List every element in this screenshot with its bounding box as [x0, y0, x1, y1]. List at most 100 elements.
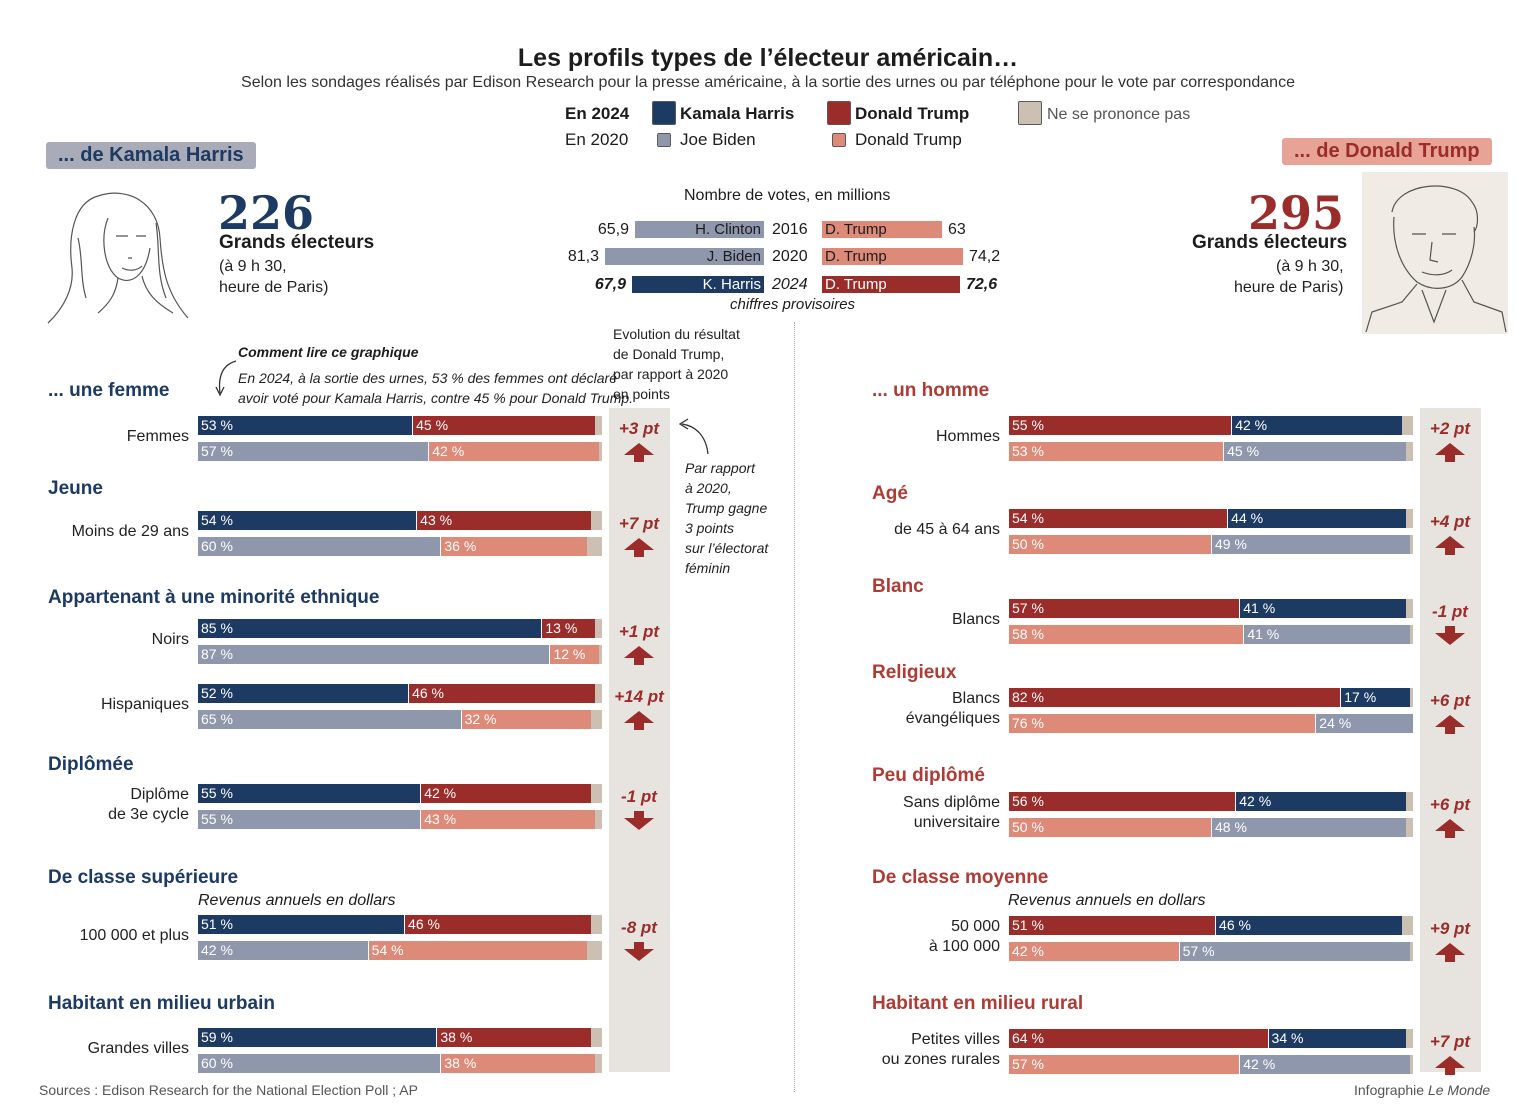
bar-segment: 51 %: [1009, 916, 1216, 935]
arrow-down-stem: [634, 942, 644, 949]
bar-value: 57 %: [1012, 1056, 1044, 1072]
section-title: De classe supérieure: [48, 867, 239, 888]
votes-rep-bar: D. Trump: [822, 221, 942, 238]
credit-name: Le Monde: [1427, 1082, 1491, 1098]
harris-portrait-icon: [47, 192, 189, 324]
legend-undecided: Ne se prononce pas: [1047, 106, 1191, 123]
bar-segment: 42 %: [1231, 416, 1402, 435]
legend-trump-2020: Donald Trump: [855, 130, 962, 149]
arrow-up-icon: [1435, 819, 1465, 831]
row-label-line: de 3e cycle: [108, 806, 189, 823]
arrow-up-stem: [1445, 548, 1455, 555]
bar-value: 32 %: [464, 711, 497, 727]
row-label-line: Blancs: [951, 690, 1000, 707]
row-label-line: Sans diplôme: [903, 794, 1000, 811]
bar-2024: 82 % 17 %: [1008, 687, 1414, 708]
bar-2020: 42 % 57 %: [1008, 941, 1414, 962]
bar-segment: 41 %: [1243, 625, 1410, 644]
bar-value: 48 %: [1215, 819, 1247, 835]
votes-year: 2024: [772, 276, 808, 293]
bar-2020: 87 % 12 %: [197, 644, 603, 665]
delta-value: +7 pt: [1429, 1032, 1471, 1051]
bar-value: 45 %: [1227, 443, 1260, 459]
annotation-line6: féminin: [685, 560, 731, 576]
bar-segment: 50 %: [1009, 535, 1211, 554]
bar-segment: 24 %: [1315, 714, 1413, 733]
bar-value: 42 %: [432, 443, 465, 459]
bar-value: 55 %: [1012, 417, 1044, 433]
bar-segment: 60 %: [198, 537, 441, 556]
legend-year-2020: En 2020: [565, 130, 629, 149]
bar-value: 42 %: [1235, 417, 1268, 433]
row-label: 50 000 à 100 000: [780, 917, 1000, 957]
arrow-up-icon: [1435, 536, 1465, 548]
bar-value: 24 %: [1319, 715, 1352, 731]
section-title: ... une femme: [48, 380, 170, 401]
bar-segment: 41 %: [1239, 599, 1406, 618]
arrow-up-icon: [624, 443, 654, 455]
section-title: Blanc: [872, 576, 924, 597]
source: Sources : Edison Research for the Nation…: [39, 1082, 418, 1098]
annotation-line5: sur l’électorat: [685, 540, 769, 556]
votes-dem-value: 65,9: [597, 221, 629, 238]
bar-segment: 46 %: [404, 915, 591, 934]
bar-2020: 50 % 49 %: [1008, 534, 1414, 555]
bar-2020: 58 % 41 %: [1008, 624, 1414, 645]
harris-electors-label: Grands électeurs: [219, 232, 375, 253]
bar-value: 55 %: [201, 785, 233, 801]
income-label-right: Revenus annuels en dollars: [1008, 892, 1206, 909]
bar-value: 59 %: [201, 1029, 233, 1045]
arrow-down-icon: [624, 818, 654, 830]
bar-segment: 42 %: [1239, 1055, 1410, 1074]
income-label-left: Revenus annuels en dollars: [198, 892, 396, 909]
trump-portrait-icon: [1362, 172, 1508, 334]
evolution-line1: Evolution du résultat: [613, 326, 740, 342]
howto-title: Comment lire ce graphique: [238, 344, 419, 360]
evolution-label: Evolution du résultat de Donald Trump, p…: [613, 324, 740, 404]
bar-value: 51 %: [1012, 917, 1044, 933]
bar-value: 50 %: [1012, 536, 1044, 552]
bar-segment: 59 %: [198, 1028, 437, 1047]
bar-2024: 64 % 34 %: [1008, 1028, 1414, 1049]
delta-value: +3 pt: [618, 419, 660, 438]
bar-segment: 42 %: [428, 442, 599, 461]
bar-segment: 54 %: [1009, 509, 1228, 528]
delta-value: -1 pt: [1432, 602, 1468, 621]
bar-segment: 55 %: [198, 810, 421, 829]
row-label-line: Petites villes: [911, 1031, 1000, 1048]
section-title: Jeune: [48, 478, 103, 499]
bar-value: 76 %: [1012, 715, 1044, 731]
bar-value: 46 %: [408, 916, 440, 932]
bar-segment: 58 %: [1009, 625, 1244, 644]
bar-segment: 60 %: [198, 1054, 441, 1073]
bar-2024: 54 % 44 %: [1008, 508, 1414, 529]
row-label: Blancs: [951, 611, 1000, 628]
votes-footnote: chiffres provisoires: [730, 296, 856, 313]
arrow-up-icon: [1435, 715, 1465, 727]
bar-2020: 60 % 36 %: [197, 536, 603, 557]
bar-value: 55 %: [201, 811, 233, 827]
delta-value: -1 pt: [621, 787, 657, 806]
votes-rep-bar: D. Trump: [822, 276, 960, 293]
delta-value: +4 pt: [1429, 512, 1471, 531]
bar-value: 50 %: [1012, 819, 1044, 835]
votes-rep-name: D. Trump: [825, 221, 887, 238]
bar-value: 42 %: [424, 785, 457, 801]
bar-value: 57 %: [1182, 943, 1215, 959]
bar-value: 43 %: [420, 512, 453, 528]
row-label-line: 50 000: [951, 918, 1000, 935]
bar-value: 42 %: [201, 942, 233, 958]
annotation-line4: 3 points: [685, 520, 735, 536]
arrow-up-stem: [634, 550, 644, 557]
chart-title: Les profils types de l’électeur américai…: [517, 44, 1019, 72]
bar-segment: 45 %: [412, 416, 595, 435]
bar-segment: 65 %: [198, 710, 461, 729]
annotation-arrow-icon: [678, 418, 709, 455]
bar-segment: 17 %: [1340, 688, 1410, 707]
bar-segment: 46 %: [408, 684, 595, 703]
row-label-line: ou zones rurales: [881, 1051, 1000, 1068]
arrow-up-icon: [624, 538, 654, 550]
bar-value: 44 %: [1231, 510, 1264, 526]
votes-dem-name: H. Clinton: [695, 221, 761, 238]
delta-value: +14 pt: [614, 687, 664, 706]
